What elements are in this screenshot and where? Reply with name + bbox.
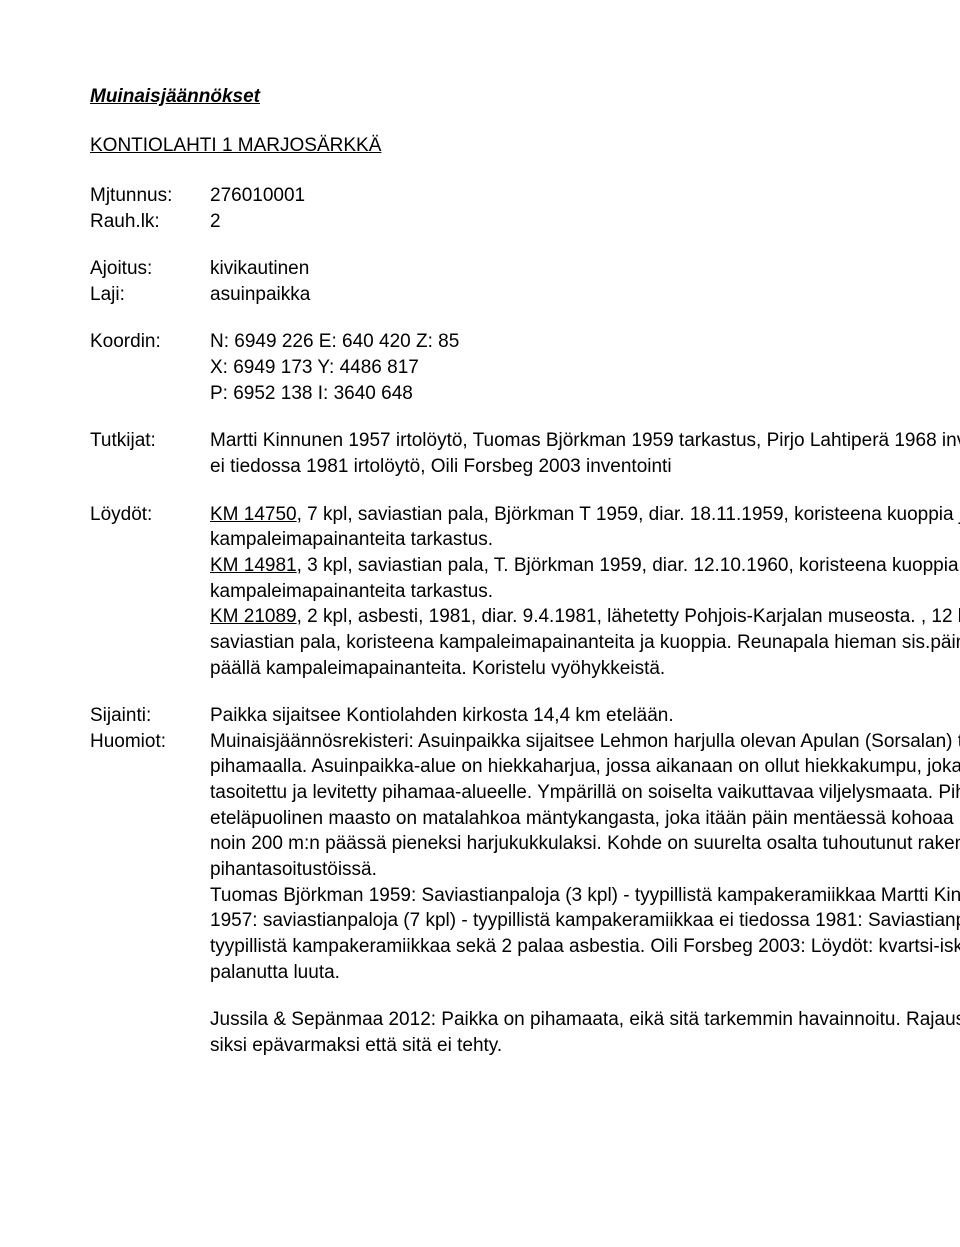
label-laji: Laji: bbox=[90, 282, 210, 308]
value-ajoitus: kivikautinen bbox=[210, 256, 960, 282]
page-number: 8 bbox=[90, 40, 960, 66]
koordin-line-2: X: 6949 173 Y: 4486 817 bbox=[210, 355, 960, 381]
km-text-1: , 7 kpl, saviastian pala, Björkman T 195… bbox=[210, 504, 960, 551]
value-rauhlk: 2 bbox=[210, 209, 960, 235]
km-ref-3: KM 21089 bbox=[210, 606, 297, 627]
value-tutkijat: Martti Kinnunen 1957 irtolöytö, Tuomas B… bbox=[210, 428, 960, 479]
value-huomiot-p3: Jussila & Sepänmaa 2012: Paikka on piham… bbox=[90, 1007, 960, 1058]
label-koordin: Koordin: bbox=[90, 329, 210, 406]
loydot-entry-3: KM 21089, 2 kpl, asbesti, 1981, diar. 9.… bbox=[210, 604, 960, 681]
loydot-entry-1: KM 14750, 7 kpl, saviastian pala, Björkm… bbox=[210, 502, 960, 553]
section-title: Muinaisjäännökset bbox=[90, 84, 960, 110]
koordin-line-3: P: 6952 138 I: 3640 648 bbox=[210, 381, 960, 407]
value-huomiot-p2: Tuomas Björkman 1959: Saviastianpaloja (… bbox=[90, 883, 960, 986]
value-huomiot-p1: Muinaisjäännösrekisteri: Asuinpaikka sij… bbox=[210, 729, 960, 883]
km-text-3: , 2 kpl, asbesti, 1981, diar. 9.4.1981, … bbox=[210, 606, 960, 678]
label-huomiot: Huomiot: bbox=[90, 729, 210, 883]
km-text-2: , 3 kpl, saviastian pala, T. Björkman 19… bbox=[210, 555, 960, 602]
loydot-entry-2: KM 14981, 3 kpl, saviastian pala, T. Bjö… bbox=[210, 553, 960, 604]
label-ajoitus: Ajoitus: bbox=[90, 256, 210, 282]
site-title: KONTIOLAHTI 1 MARJOSÄRKKÄ bbox=[90, 133, 960, 159]
label-mjtunnus: Mjtunnus: bbox=[90, 183, 210, 209]
label-tutkijat: Tutkijat: bbox=[90, 428, 210, 479]
km-ref-2: KM 14981 bbox=[210, 555, 297, 576]
value-sijainti: Paikka sijaitsee Kontiolahden kirkosta 1… bbox=[210, 703, 960, 729]
value-laji: asuinpaikka bbox=[210, 282, 960, 308]
koordin-line-1: N: 6949 226 E: 640 420 Z: 85 bbox=[210, 329, 960, 355]
label-rauhlk: Rauh.lk: bbox=[90, 209, 210, 235]
km-ref-1: KM 14750 bbox=[210, 504, 297, 525]
label-loydot: Löydöt: bbox=[90, 502, 210, 681]
value-mjtunnus: 276010001 bbox=[210, 183, 960, 209]
label-sijainti: Sijainti: bbox=[90, 703, 210, 729]
